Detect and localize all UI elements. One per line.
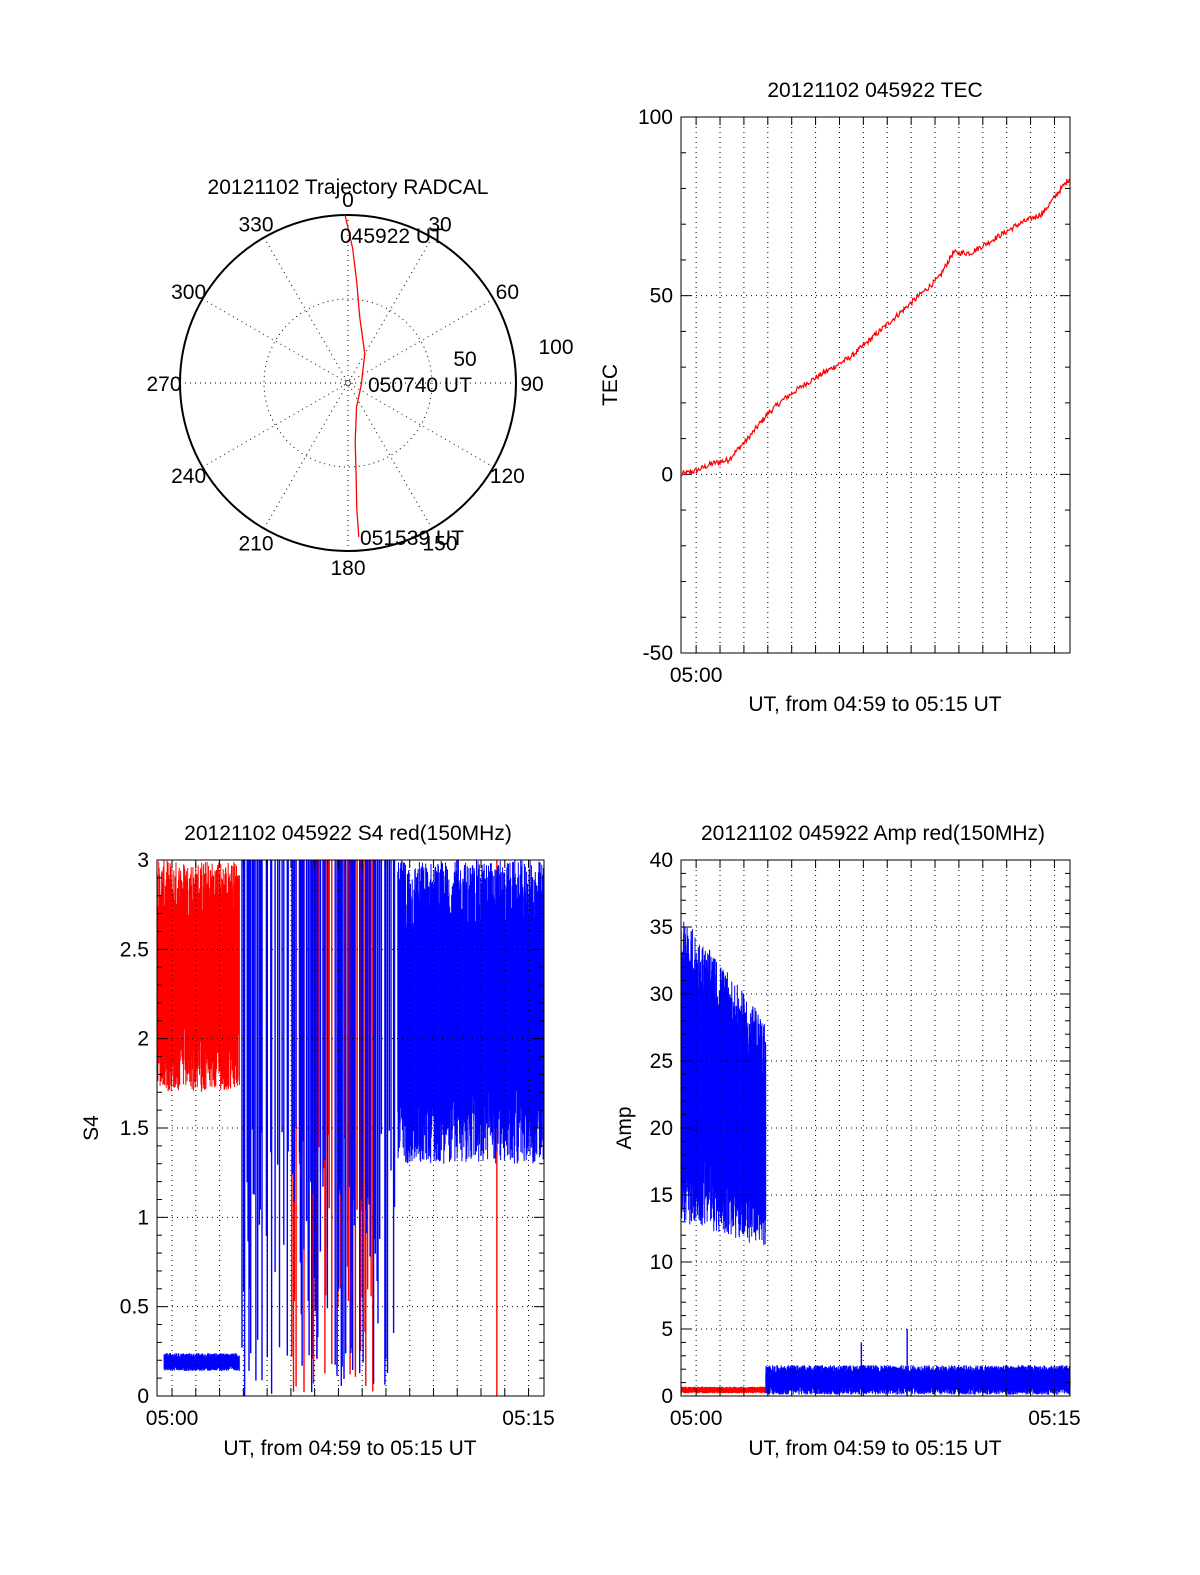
amp-title: 20121102 045922 Amp red(150MHz) [701,822,1045,845]
azimuth-label-0: 0 [342,189,354,212]
tec-panel: 20121102 045922 TEC -50 0 50 100 05:00 UT, … [599,79,1071,716]
trajectory-title: 20121102 Trajectory RADCAL [208,176,489,199]
amp-y-tick-label: 10 [650,1251,673,1274]
amp-x-tick-label: 05:15 [1028,1407,1081,1430]
s4-y-tick-label: 1.5 [120,1117,149,1140]
amp-y-tick-label: 25 [650,1050,673,1073]
amp-y-axis-label: Amp [613,1106,636,1149]
azimuth-label-30: 30 [428,214,451,237]
s4-x-tick-label: 05:00 [146,1407,199,1430]
amp-y-tick-label: 40 [650,849,673,872]
azimuth-label-300: 300 [171,281,206,304]
azimuth-label-120: 120 [490,465,525,488]
s4-y-axis-label: S4 [80,1115,103,1141]
s4-y-tick-label: 1 [137,1206,149,1229]
s4-red-series-band [156,860,240,1092]
s4-blue-series-band [163,1353,240,1371]
amp-y-tick-label: 5 [661,1318,673,1341]
tec-title: 20121102 045922 TEC [767,79,982,102]
s4-y-tick-label: 0.5 [120,1296,149,1319]
azimuth-label-90: 90 [520,373,543,396]
trajectory-track [344,214,366,538]
azimuth-label-240: 240 [171,465,206,488]
s4-x-axis-label: UT, from 04:59 to 05:15 UT [223,1437,476,1460]
polar-spoke [202,298,494,468]
azimuth-label-60: 60 [496,281,519,304]
amp-x-tick-label: 05:00 [670,1407,723,1430]
trajectory-panel: 20121102 Trajectory RADCAL 0 30 60 90 120 150… [146,176,573,580]
end-time-annotation: 051539 UT [360,527,464,550]
amp-panel: 20121102 045922 Amp red(150MHz) 0 5 10 15 20… [613,822,1081,1460]
polar-inner-ring [263,298,433,468]
tec-series-line [680,177,1071,477]
azimuth-label-210: 210 [238,532,273,555]
polar-center [343,378,353,388]
s4-panel: 20121102 045922 S4 red(150MHz) 0 0.5 1 1.5 2… [80,822,555,1460]
amp-blue-series-band [680,921,767,1246]
amp-y-tick-label: 20 [650,1117,673,1140]
s4-y-tick-label: 2 [137,1028,149,1051]
amp-red-series-band [680,1386,767,1394]
s4-x-tick-label: 05:15 [502,1407,555,1430]
s4-blue-series-band [241,860,396,1396]
radial-label-100: 100 [538,336,573,359]
amp-y-tick-label: 0 [661,1385,673,1408]
tec-y-tick-label: 0 [661,463,673,486]
amp-y-tick-label: 35 [650,916,673,939]
tec-y-tick-label: 50 [650,285,673,308]
amp-y-tick-label: 30 [650,983,673,1006]
tec-y-tick-label: -50 [643,642,673,665]
mid-time-annotation: 050740 UT [368,374,472,397]
tec-x-tick-label: 05:00 [670,664,723,687]
azimuth-label-270: 270 [146,373,181,396]
polar-spoke [263,237,433,529]
s4-title: 20121102 045922 S4 red(150MHz) [184,822,512,845]
tec-y-axis-label: TEC [599,364,622,406]
s4-y-tick-label: 0 [137,1385,149,1408]
tec-y-tick-label: 100 [638,106,673,129]
tec-x-axis-label: UT, from 04:59 to 05:15 UT [748,693,1001,716]
amp-x-axis-label: UT, from 04:59 to 05:15 UT [748,1437,1001,1460]
amp-blue-series-band [765,1365,1071,1395]
s4-y-tick-label: 3 [137,849,149,872]
amp-y-tick-label: 15 [650,1184,673,1207]
radial-label-50: 50 [453,348,476,371]
polar-spoke [263,237,433,529]
tec-plot-frame [680,116,1071,654]
start-time-annotation: 045922 UT [340,225,444,248]
s4-y-tick-label: 2.5 [120,938,149,961]
s4-blue-series-band [397,860,545,1164]
polar-spoke [202,298,494,468]
azimuth-label-150: 150 [422,532,457,555]
azimuth-label-180: 180 [330,557,365,580]
azimuth-label-330: 330 [238,214,273,237]
